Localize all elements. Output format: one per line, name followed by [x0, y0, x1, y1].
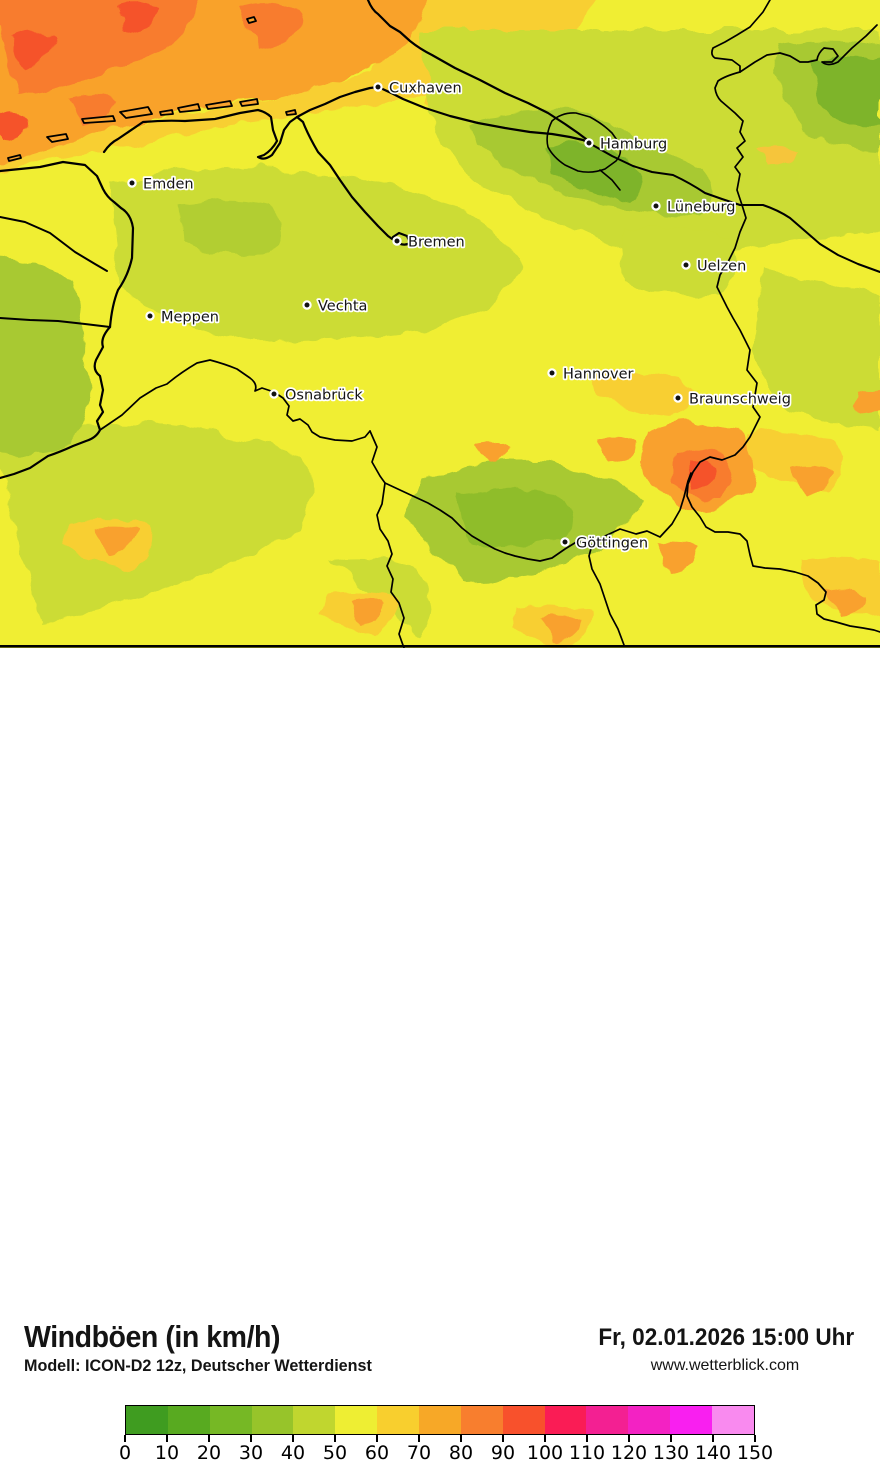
- colorbar-segment-100-110: [544, 1406, 587, 1434]
- colorbar-segments: [125, 1405, 755, 1435]
- colorbar-tick-label: 110: [568, 1442, 606, 1464]
- city-marker-emden: Emden: [127, 175, 195, 194]
- colorbar-tick-label: 40: [280, 1442, 306, 1464]
- colorbar-tick: [250, 1435, 252, 1442]
- colorbar-tick: [754, 1435, 756, 1442]
- city-label: Braunschweig: [689, 392, 791, 408]
- city-label: Cuxhaven: [389, 81, 462, 97]
- islands-layer: [7, 16, 297, 162]
- city-dot: [560, 537, 570, 547]
- colorbar-segment-130-140: [670, 1406, 713, 1434]
- colorbar-tick: [208, 1435, 210, 1442]
- colorbar-tick: [166, 1435, 168, 1442]
- map-bottom-border: [0, 645, 880, 648]
- colorbar-segment-20-30: [209, 1406, 252, 1434]
- wind-speed-colorbar: 0 10 20 30 40 50 60 70 80 90 100 110 120 130 140 150: [119, 1405, 773, 1465]
- colorbar-tick-label: 90: [490, 1442, 516, 1464]
- colorbar-tick: [670, 1435, 672, 1442]
- colorbar-tick-label: 0: [118, 1442, 132, 1464]
- colorbar-tick-label: 60: [364, 1442, 390, 1464]
- city-labels-layer: Cuxhaven Hamburg Emden Lüneburg Bremen Uelzen…: [127, 79, 793, 553]
- colorbar-segment-50-60: [335, 1406, 378, 1434]
- page-title: Windböen (in km/h): [24, 1319, 281, 1354]
- colorbar-segment-30-40: [251, 1406, 294, 1434]
- colorbar-segment-110-120: [586, 1406, 629, 1434]
- colorbar-segment-140-150: [712, 1406, 754, 1434]
- colorbar-segment-60-70: [377, 1406, 420, 1434]
- colorbar-segment-90-100: [502, 1406, 545, 1434]
- city-label: Bremen: [408, 235, 465, 251]
- city-label: Hamburg: [600, 137, 667, 153]
- colorbar-segment-70-80: [419, 1406, 461, 1434]
- website-url: www.wetterblick.com: [650, 1357, 800, 1374]
- city-marker-braunschweig: Braunschweig: [673, 390, 793, 409]
- city-marker-meppen: Meppen: [145, 308, 221, 327]
- forecast-datetime: Fr, 02.01.2026 15:00 Uhr: [598, 1324, 854, 1351]
- city-marker-uelzen: Uelzen: [681, 257, 748, 276]
- colorbar-segment-10-20: [167, 1406, 210, 1434]
- caption-area: Windböen (in km/h) Fr, 02.01.2026 15:00 …: [0, 648, 880, 1464]
- city-marker-g-ttingen: Göttingen: [560, 534, 650, 553]
- borders-layer: [0, 0, 880, 649]
- colorbar-tick: [418, 1435, 420, 1442]
- colorbar-tick-label: 100: [526, 1442, 564, 1464]
- colorbar-tick-label: 80: [448, 1442, 474, 1464]
- city-dot: [302, 300, 312, 310]
- colorbar-tick: [502, 1435, 504, 1442]
- city-label: Uelzen: [697, 259, 746, 275]
- city-dot: [547, 368, 557, 378]
- city-dot: [127, 178, 137, 188]
- colorbar-tick: [124, 1435, 126, 1442]
- city-dot: [584, 138, 594, 148]
- city-dot: [269, 389, 279, 399]
- colorbar-segment-40-50: [293, 1406, 336, 1434]
- colorbar-segment-80-90: [460, 1406, 503, 1434]
- colorbar-tick-label: 140: [694, 1442, 732, 1464]
- city-label: Lüneburg: [667, 200, 735, 216]
- city-label: Emden: [143, 177, 194, 193]
- colorbar-tick: [712, 1435, 714, 1442]
- city-marker-l-neburg: Lüneburg: [651, 198, 737, 217]
- colorbar-tick-label: 120: [610, 1442, 648, 1464]
- city-marker-hamburg: Hamburg: [584, 135, 669, 154]
- city-label: Hannover: [563, 367, 634, 383]
- city-dot: [681, 260, 691, 270]
- colorbar-tick-label: 30: [238, 1442, 264, 1464]
- colorbar-tick-label: 150: [736, 1442, 774, 1464]
- model-info: Modell: ICON-D2 12z, Deutscher Wetterdie…: [24, 1356, 372, 1375]
- colorbar-tick: [334, 1435, 336, 1442]
- colorbar-tick: [628, 1435, 630, 1442]
- colorbar-tick-label: 20: [196, 1442, 222, 1464]
- city-label: Göttingen: [576, 536, 648, 552]
- colorbar-tick-label: 130: [652, 1442, 690, 1464]
- colorbar-tick: [460, 1435, 462, 1442]
- city-dot: [673, 393, 683, 403]
- wind-gust-map: Cuxhaven Hamburg Emden Lüneburg Bremen Uelzen…: [0, 0, 880, 649]
- city-marker-hannover: Hannover: [547, 365, 635, 384]
- city-dot: [392, 236, 402, 246]
- wind-field-layer: [0, 0, 880, 649]
- map-canvas: Cuxhaven Hamburg Emden Lüneburg Bremen Uelzen…: [0, 0, 880, 649]
- colorbar-tick-label: 10: [154, 1442, 180, 1464]
- city-dot: [373, 82, 383, 92]
- city-label: Meppen: [161, 310, 219, 326]
- colorbar-tick: [586, 1435, 588, 1442]
- city-label: Osnabrück: [285, 388, 363, 404]
- city-dot: [651, 201, 661, 211]
- colorbar-segment-0-10: [126, 1406, 168, 1434]
- colorbar-tick: [544, 1435, 546, 1442]
- city-label: Vechta: [318, 299, 367, 315]
- colorbar-segment-120-130: [628, 1406, 671, 1434]
- city-marker-bremen: Bremen: [392, 233, 466, 252]
- city-marker-vechta: Vechta: [302, 297, 369, 316]
- colorbar-tick-label: 70: [406, 1442, 432, 1464]
- city-marker-cuxhaven: Cuxhaven: [373, 79, 463, 98]
- colorbar-tick: [292, 1435, 294, 1442]
- city-dot: [145, 311, 155, 321]
- colorbar-tick-label: 50: [322, 1442, 348, 1464]
- city-marker-osnabr-ck: Osnabrück: [269, 386, 365, 405]
- colorbar-tick: [376, 1435, 378, 1442]
